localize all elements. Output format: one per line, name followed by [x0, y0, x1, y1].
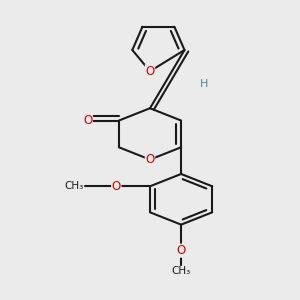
- Text: H: H: [200, 79, 208, 89]
- Text: CH₃: CH₃: [172, 266, 191, 276]
- Text: O: O: [146, 153, 154, 166]
- Text: CH₃: CH₃: [64, 181, 83, 191]
- Text: O: O: [83, 114, 92, 127]
- Text: O: O: [112, 180, 121, 193]
- Text: O: O: [146, 65, 154, 78]
- Text: O: O: [176, 244, 186, 257]
